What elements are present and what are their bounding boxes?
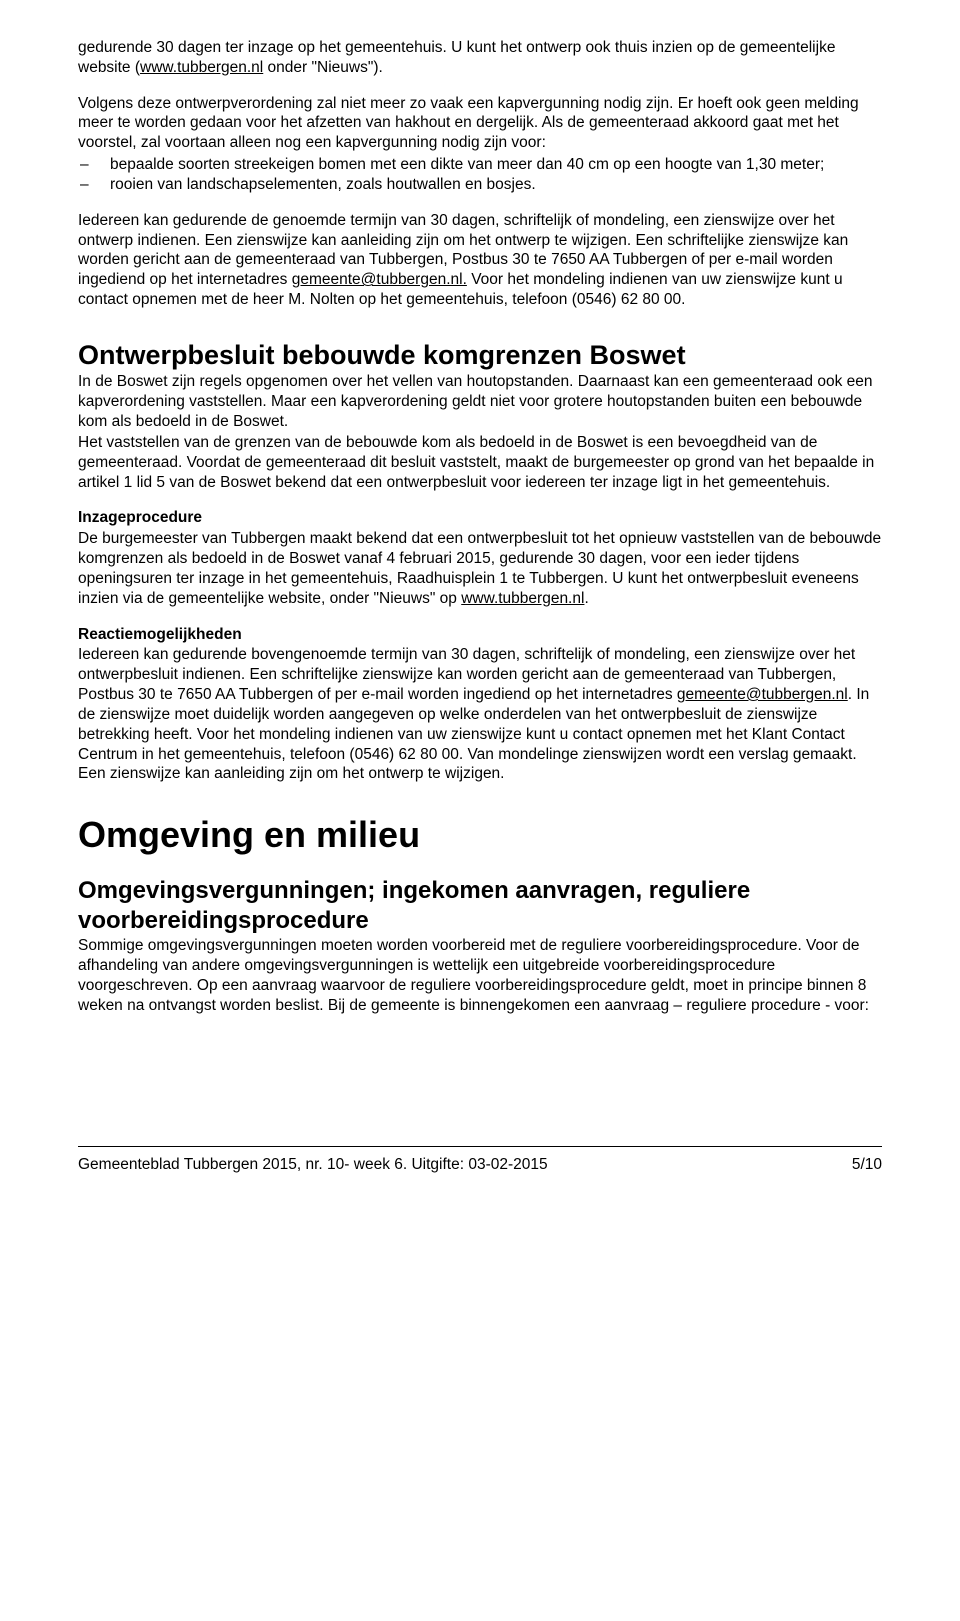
boswet-title: Ontwerpbesluit bebouwde komgrenzen Boswe… (78, 338, 882, 373)
inzage-block: Inzageprocedure De burgemeester van Tubb… (78, 508, 882, 608)
footer-right: 5/10 (852, 1155, 882, 1175)
reactie-body: Iedereen kan gedurende bovengenoemde ter… (78, 645, 882, 784)
intro-p2-text: Volgens deze ontwerpverordening zal niet… (78, 94, 882, 153)
intro-paragraph-2-block: Volgens deze ontwerpverordening zal niet… (78, 94, 882, 195)
boswet-p2: Het vaststellen van de grenzen van de be… (78, 433, 882, 492)
intro-paragraph-1: gedurende 30 dagen ter inzage op het gem… (78, 38, 882, 78)
intro-p3-link[interactable]: gemeente@tubbergen.nl. (292, 271, 467, 288)
reactie-link[interactable]: gemeente@tubbergen.nl (677, 686, 848, 703)
footer-left: Gemeenteblad Tubbergen 2015, nr. 10- wee… (78, 1155, 548, 1175)
intro-p1-text-b: onder "Nieuws"). (263, 59, 383, 76)
boswet-p1: In de Boswet zijn regels opgenomen over … (78, 372, 882, 431)
intro-bullet-list: bepaalde soorten streekeigen bomen met e… (78, 155, 882, 195)
omgeving-title: Omgeving en milieu (78, 812, 882, 858)
boswet-intro-block: In de Boswet zijn regels opgenomen over … (78, 372, 882, 492)
omgeving-sub-title: Omgevingsvergunningen; ingekomen aanvrag… (78, 876, 882, 936)
reactie-block: Reactiemogelijkheden Iedereen kan gedure… (78, 625, 882, 785)
intro-bullet-2: rooien van landschapselementen, zoals ho… (78, 175, 882, 195)
footer-divider (78, 1146, 882, 1147)
omgeving-p1: Sommige omgevingsvergunningen moeten wor… (78, 936, 882, 1015)
omgeving-p1-block: Sommige omgevingsvergunningen moeten wor… (78, 936, 882, 1015)
inzage-body: De burgemeester van Tubbergen maakt beke… (78, 529, 882, 608)
reactie-heading: Reactiemogelijkheden (78, 625, 882, 645)
intro-bullet-1: bepaalde soorten streekeigen bomen met e… (78, 155, 882, 175)
inzage-link[interactable]: www.tubbergen.nl (461, 590, 584, 607)
inzage-heading: Inzageprocedure (78, 508, 882, 528)
intro-p1-link[interactable]: www.tubbergen.nl (140, 59, 263, 76)
inzage-text-b: . (584, 590, 588, 607)
footer-row: Gemeenteblad Tubbergen 2015, nr. 10- wee… (78, 1155, 882, 1175)
intro-paragraph-3: Iedereen kan gedurende de genoemde termi… (78, 211, 882, 310)
page-footer: Gemeenteblad Tubbergen 2015, nr. 10- wee… (78, 1146, 882, 1175)
